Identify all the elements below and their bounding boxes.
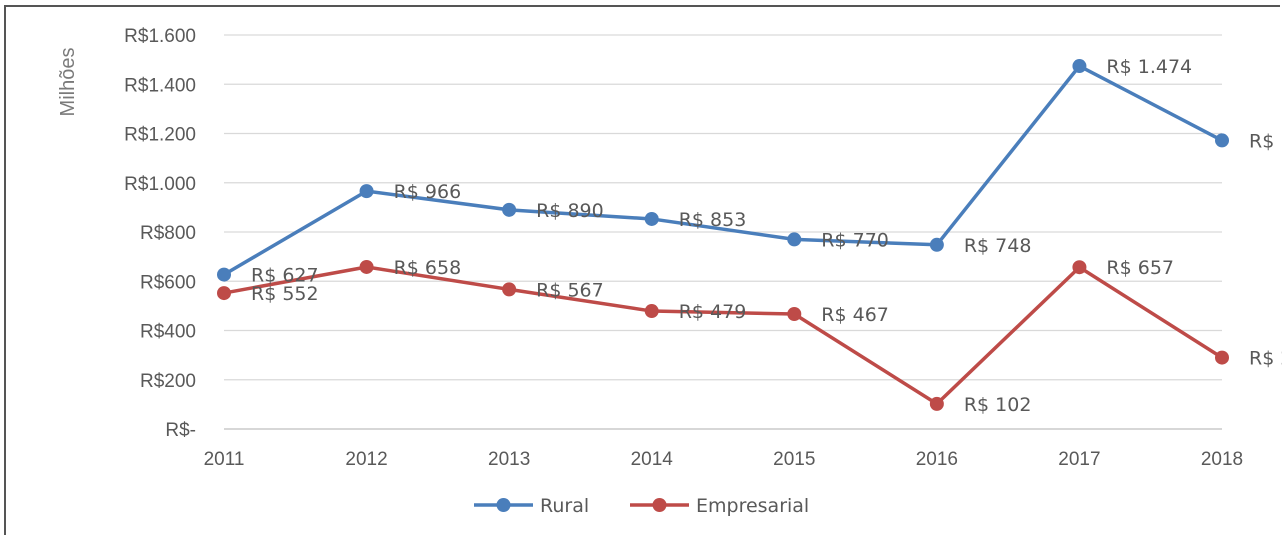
y-tick-label: R$1.400 (124, 75, 196, 96)
x-axis-ticks: 2011 2012 2013 2014 2015 2016 2017 2018 (204, 449, 1244, 470)
data-point (1215, 133, 1229, 148)
y-tick-label: R$- (165, 420, 196, 441)
data-label: R$ 1.172 (1249, 130, 1282, 152)
series-line-rural (223, 64, 1223, 277)
x-tick-label: 2016 (916, 449, 958, 470)
y-tick-label: R$600 (140, 272, 196, 293)
y-axis-ticks: R$- R$200 R$400 R$600 R$800 R$1.000 R$1.200 R$1… (124, 26, 196, 441)
data-point (1215, 350, 1229, 365)
y-tick-label: R$1.600 (124, 26, 196, 47)
x-tick-label: 2012 (345, 449, 387, 470)
data-label: R$ 748 (964, 235, 1032, 257)
data-point (359, 184, 374, 199)
data-point (644, 304, 659, 319)
data-point (502, 282, 517, 297)
legend-swatch-marker (652, 498, 667, 512)
data-label: R$ 479 (679, 301, 747, 323)
data-point (787, 307, 802, 322)
x-tick-label: 2017 (1058, 449, 1100, 470)
y-tick-label: R$200 (140, 371, 196, 392)
data-label: R$ 290 (1249, 348, 1282, 370)
data-point (787, 232, 802, 247)
data-labels: R$ 627 R$ 966 R$ 890 R$ 853 R$ 770 R$ 748 R$ 1… (251, 56, 1282, 416)
y-tick-label: R$400 (140, 322, 196, 343)
y-tick-label: R$800 (140, 223, 196, 244)
y-axis-label: Milhões (57, 48, 79, 117)
y-tick-label: R$1.000 (124, 174, 196, 195)
series-lines (223, 64, 1223, 406)
data-point (1072, 59, 1087, 74)
data-label: R$ 552 (251, 283, 319, 305)
data-point (217, 267, 231, 282)
x-tick-label: 2013 (488, 449, 530, 470)
data-label: R$ 770 (821, 229, 889, 251)
data-label: R$ 1.474 (1106, 56, 1192, 78)
data-label: R$ 567 (536, 279, 604, 301)
data-point (359, 259, 374, 274)
data-point (929, 396, 944, 411)
data-point (929, 237, 944, 252)
legend: Rural Empresarial (474, 495, 809, 517)
data-label: R$ 966 (394, 181, 462, 203)
data-point (1072, 260, 1087, 275)
data-label: R$ 890 (536, 200, 604, 222)
data-label: R$ 627 (251, 265, 319, 287)
gridlines (224, 34, 1222, 430)
x-tick-label: 2015 (773, 449, 815, 470)
y-tick-label: R$1.200 (124, 125, 196, 146)
legend-swatch-marker (496, 498, 511, 512)
x-tick-label: 2018 (1201, 449, 1243, 470)
data-label: R$ 467 (821, 304, 889, 326)
series-points (217, 59, 1229, 411)
data-label: R$ 657 (1106, 257, 1174, 279)
x-tick-label: 2011 (204, 449, 245, 470)
data-label: R$ 853 (679, 209, 747, 231)
data-label: R$ 658 (394, 257, 462, 279)
data-point (644, 211, 659, 226)
data-point (217, 286, 231, 301)
legend-label: Rural (540, 495, 589, 517)
legend-label: Empresarial (696, 495, 809, 517)
data-label: R$ 102 (964, 394, 1032, 416)
series-line-empresarial (223, 265, 1223, 406)
x-tick-label: 2014 (631, 449, 674, 470)
chart-frame (4, 5, 1280, 535)
data-point (502, 202, 517, 217)
